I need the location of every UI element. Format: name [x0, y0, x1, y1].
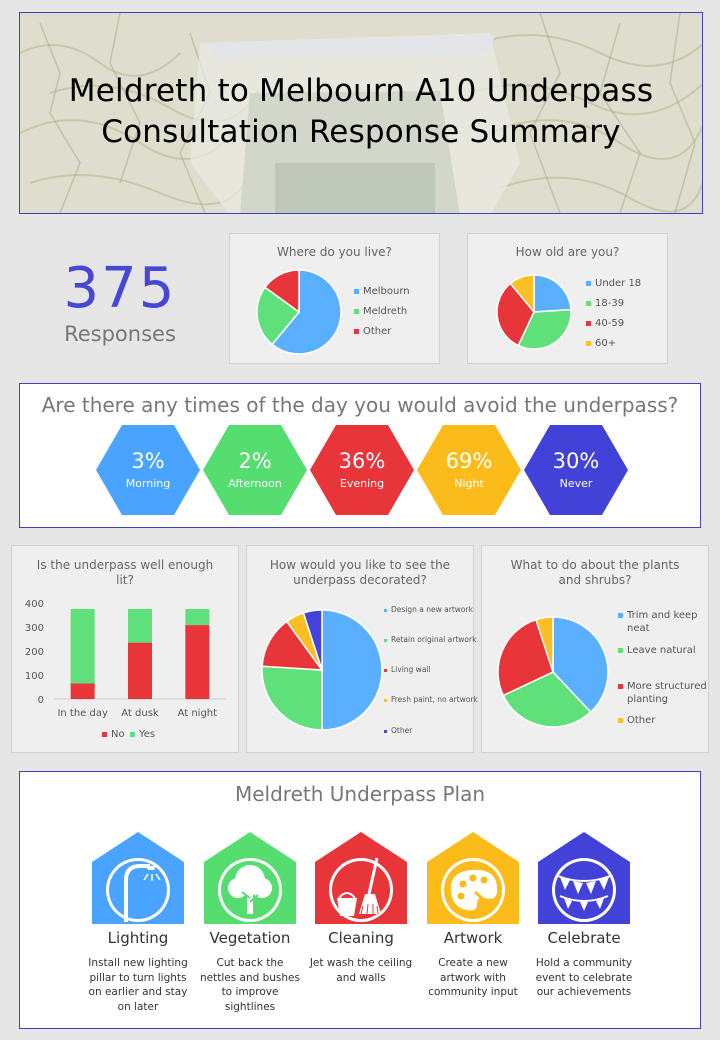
plan-lighting-title: Lighting [107, 929, 169, 947]
plan-artwork-title: Artwork [443, 929, 503, 947]
hex-night: 69% Night [417, 425, 521, 515]
plan-lighting-desc: Install new lighting pillar to turn light… [88, 957, 188, 1013]
avoid-title: Are there any times of the day you would… [41, 393, 679, 417]
pie-slice-other [263, 269, 300, 314]
legend-retain-original: Retain original artwork [384, 635, 476, 644]
hex-morning: 3% Morning [96, 425, 200, 515]
plants-pie [497, 616, 609, 728]
bunting-icon [538, 832, 630, 924]
pie-slice-other [535, 616, 554, 673]
mop-bucket-icon [315, 832, 407, 924]
x-tick-in-the-day: In the day [57, 708, 108, 719]
pie-slice-40-59 [496, 282, 535, 347]
legend-trim: Trim and keep neat [618, 609, 698, 635]
x-tick-at-night: At night [178, 708, 218, 719]
hex-never: 30% Never [524, 425, 628, 515]
plan-celebrate-desc: Hold a community event to celebrate our ac… [535, 957, 633, 998]
page-title-line1: Meldreth to Melbourn A10 Underpass [68, 73, 654, 109]
street-lamp-icon [92, 832, 184, 924]
responses-count: 375 [63, 256, 177, 321]
plan-artwork-desc: Create a new artwork with community input [428, 957, 518, 998]
age-chart-card: How old are you? Under 18 18-39 40-59 60… [467, 233, 668, 364]
legend-meldreth: Meldreth [354, 306, 407, 317]
legend-living-wall: Living wall [384, 665, 431, 674]
live-pie [256, 269, 342, 355]
y-tick-300: 300 [25, 623, 44, 634]
lit-bar-chart: 0 100 200 300 400 In the day At dusk At night [25, 599, 226, 719]
avoid-section: Are there any times of the day you would… [19, 383, 701, 528]
bar-yes-at-night [185, 609, 210, 626]
plan-cleaning-title: Cleaning [328, 929, 394, 947]
responses-label: Responses [64, 322, 176, 346]
tree-icon [204, 832, 296, 924]
live-chart-card: Where do you live? Melbourn Meldreth Oth… [229, 233, 440, 364]
live-chart-title: Where do you live? [277, 245, 392, 259]
bar-no-at-night [185, 625, 210, 699]
y-tick-100: 100 [25, 671, 44, 682]
plan-cleaning-desc: Jet wash the ceiling and walls [309, 957, 413, 984]
underpass-photo [20, 13, 702, 213]
legend-design-new: Design a new artwork [384, 605, 473, 614]
lit-chart-title-2: lit? [116, 573, 134, 587]
y-tick-200: 200 [25, 647, 44, 658]
bar-no-at-dusk [128, 642, 152, 699]
legend-other: Other [354, 326, 391, 337]
legend-plants-other: Other [618, 715, 655, 726]
plan-celebrate-title: Celebrate [547, 929, 621, 947]
hex-evening: 36% Evening [310, 425, 414, 515]
pie-slice-more-structured-planting [497, 618, 554, 697]
plan-vegetation-title: Vegetation [209, 929, 291, 947]
legend-40-59: 40-59 [586, 318, 624, 329]
legend-fresh-paint: Fresh paint, no artwork [384, 695, 478, 704]
legend-18-39: 18-39 [586, 298, 624, 309]
header-banner: Meldreth to Melbourn A10 Underpass Consu… [19, 12, 703, 214]
bar-no-in-the-day [70, 683, 95, 699]
y-tick-0: 0 [38, 695, 44, 706]
plan-vegetation-desc: Cut back the nettles and bushes to improve… [199, 957, 300, 1013]
plan-section: Meldreth Underpass Plan Lighting Install… [19, 771, 701, 1029]
legend-60-plus: 60+ [586, 338, 616, 349]
plants-chart-title-2: and shrubs? [558, 573, 632, 587]
legend-leave-natural: Leave natural [618, 645, 696, 656]
pie-slice-design-a-new-artwork [321, 609, 383, 731]
lit-chart-card: Is the underpass well enough lit? 0 100 20… [11, 545, 239, 753]
legend-no: No [102, 729, 125, 740]
legend-under-18: Under 18 [586, 278, 641, 289]
page-title-line2: Consultation Response Summary [101, 114, 621, 150]
pie-slice-melbourn [271, 269, 342, 355]
plants-chart-card: What to do about the plants and shrubs? … [481, 545, 709, 753]
pie-slice-meldreth [256, 286, 301, 346]
pie-slice-60- [509, 274, 535, 315]
age-chart-title: How old are you? [515, 245, 620, 259]
legend-yes: Yes [130, 729, 155, 740]
decor-pie [261, 609, 383, 731]
decor-chart-title-1: How would you like to see the [269, 558, 451, 572]
y-tick-400: 400 [25, 599, 44, 610]
lit-chart-title-1: Is the underpass well enough [36, 558, 214, 572]
pie-slice-18-39 [517, 308, 572, 350]
paint-palette-icon [427, 832, 519, 924]
plan-title: Meldreth Underpass Plan [234, 782, 485, 806]
plants-chart-title-1: What to do about the plants [510, 558, 680, 572]
pie-slice-retain-original-artwork [261, 665, 323, 731]
bar-yes-at-dusk [128, 609, 152, 643]
x-tick-at-dusk: At dusk [121, 708, 159, 719]
age-pie [496, 274, 572, 350]
legend-structured: More structured planting [618, 680, 707, 706]
decor-chart-card: How would you like to see the underpass … [246, 545, 478, 753]
pie-slice-living-wall [261, 620, 324, 671]
hex-afternoon: 2% Afternoon [203, 425, 307, 515]
bar-yes-in-the-day [70, 609, 95, 684]
pie-slice-under-18 [533, 274, 572, 313]
pie-slice-other [302, 609, 323, 671]
legend-decor-other: Other [384, 726, 412, 735]
legend-melbourn: Melbourn [354, 286, 410, 297]
pie-slice-trim-and-keep-neat [552, 616, 609, 714]
decor-chart-title-2: underpass decorated? [293, 573, 427, 587]
